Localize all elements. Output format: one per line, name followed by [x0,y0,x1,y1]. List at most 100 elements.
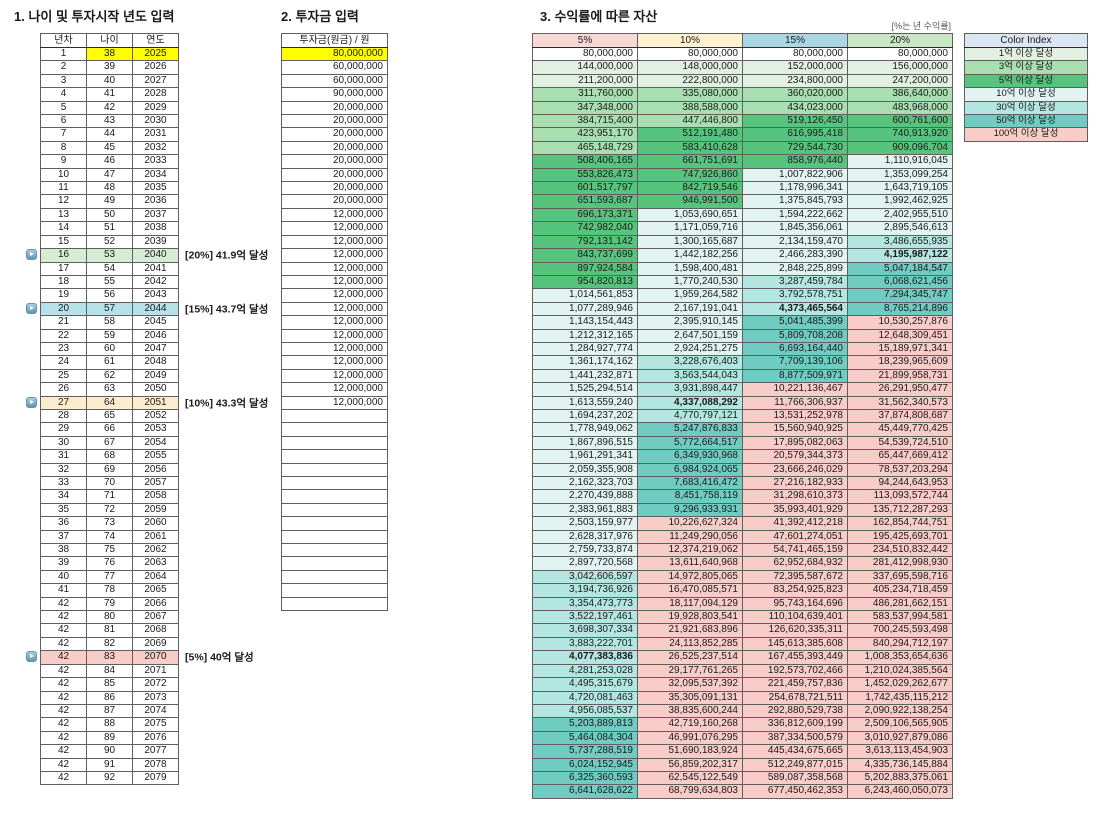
investment-cell[interactable]: 20,000,000 [281,140,388,156]
investment-cell[interactable] [281,583,388,598]
asset-cell[interactable]: 32,095,537,392 [637,677,743,692]
cell[interactable]: 10 [40,167,87,183]
asset-cell[interactable]: 2,090,922,138,254 [847,703,953,719]
cell[interactable]: 2063 [132,556,179,571]
cell[interactable]: 42 [40,770,87,786]
cell[interactable]: 91 [86,757,133,772]
investment-cell[interactable]: 12,000,000 [281,382,388,397]
cell[interactable]: 23 [40,341,87,357]
cell[interactable]: 26 [40,382,87,397]
cell[interactable]: 50 [86,207,133,223]
asset-cell[interactable]: 9,296,933,931 [637,502,743,518]
asset-cell[interactable]: 2,628,317,976 [532,529,638,545]
asset-cell[interactable]: 162,854,744,751 [847,516,953,531]
rate-column-header[interactable]: 10% [637,33,743,48]
asset-cell[interactable]: 3,883,222,701 [532,636,638,652]
asset-cell[interactable]: 110,104,639,401 [742,610,848,625]
asset-cell[interactable]: 7,709,139,106 [742,355,848,370]
cell[interactable]: 2070 [132,650,179,665]
cell[interactable]: 67 [86,435,133,451]
investment-cell[interactable]: 12,000,000 [281,328,388,343]
cell[interactable]: 2045 [132,315,179,330]
cell[interactable]: 92 [86,770,133,786]
investment-cell[interactable]: 60,000,000 [281,73,388,89]
cell[interactable]: 2076 [132,730,179,746]
asset-cell[interactable]: 954,820,813 [532,274,638,290]
asset-cell[interactable]: 4,195,987,122 [847,248,953,263]
cell[interactable]: 2075 [132,717,179,732]
asset-cell[interactable]: 2,509,106,565,905 [847,717,953,732]
cell[interactable]: 53 [86,248,133,263]
investment-cell[interactable]: 20,000,000 [281,100,388,116]
milestone-play-icon[interactable] [26,651,37,662]
cell[interactable]: 2051 [132,395,179,410]
cell[interactable]: 80 [86,610,133,625]
cell[interactable]: 2071 [132,663,179,679]
investment-cell[interactable]: 90,000,000 [281,87,388,102]
asset-cell[interactable]: 445,434,675,665 [742,744,848,759]
asset-cell[interactable]: 83,254,925,823 [742,583,848,598]
asset-cell[interactable]: 2,466,283,390 [742,248,848,263]
cell[interactable]: 90 [86,744,133,759]
asset-cell[interactable]: 1,210,024,385,564 [847,663,953,679]
asset-cell[interactable]: 17,895,082,063 [742,435,848,451]
asset-cell[interactable]: 3,010,927,879,086 [847,730,953,746]
asset-cell[interactable]: 3,194,736,926 [532,583,638,598]
asset-cell[interactable]: 254,678,721,511 [742,690,848,705]
investment-cell[interactable] [281,435,388,451]
asset-cell[interactable]: 6,325,360,593 [532,770,638,786]
milestone-play-icon[interactable] [26,397,37,408]
investment-cell[interactable]: 12,000,000 [281,207,388,223]
asset-cell[interactable]: 1,284,927,774 [532,341,638,357]
cell[interactable]: 8 [40,140,87,156]
rate-column-header[interactable]: 15% [742,33,848,48]
asset-cell[interactable]: 72,395,587,672 [742,569,848,585]
asset-cell[interactable]: 6,984,924,065 [637,462,743,478]
cell[interactable]: 2061 [132,529,179,545]
cell[interactable]: 2073 [132,690,179,705]
asset-cell[interactable]: 842,719,546 [637,181,743,196]
cell[interactable]: 40 [86,73,133,89]
asset-cell[interactable]: 234,510,832,442 [847,543,953,558]
cell[interactable]: 2065 [132,583,179,598]
asset-cell[interactable]: 4,077,383,836 [532,650,638,665]
cell[interactable]: 42 [86,100,133,116]
asset-cell[interactable]: 26,291,950,477 [847,382,953,397]
cell[interactable]: 73 [86,516,133,531]
asset-cell[interactable]: 221,459,757,836 [742,677,848,692]
cell[interactable]: 2079 [132,770,179,786]
asset-cell[interactable]: 1,178,996,341 [742,181,848,196]
asset-cell[interactable]: 56,859,202,317 [637,757,743,772]
investment-cell[interactable]: 12,000,000 [281,288,388,303]
cell[interactable]: 52 [86,234,133,250]
asset-cell[interactable]: 8,877,509,971 [742,368,848,384]
cell[interactable]: 41 [86,87,133,102]
investment-cell[interactable] [281,556,388,571]
asset-cell[interactable]: 65,447,669,412 [847,449,953,464]
cell[interactable]: 46 [86,154,133,169]
asset-cell[interactable]: 1,643,719,105 [847,181,953,196]
asset-cell[interactable]: 5,737,288,519 [532,744,638,759]
asset-cell[interactable]: 2,167,191,041 [637,301,743,317]
investment-cell[interactable]: 12,000,000 [281,261,388,276]
cell[interactable]: 44 [86,127,133,142]
cell[interactable]: 47 [86,167,133,183]
asset-cell[interactable]: 661,751,691 [637,154,743,169]
cell[interactable]: 2069 [132,636,179,652]
asset-cell[interactable]: 1,441,232,871 [532,368,638,384]
cell[interactable]: 16 [40,248,87,263]
cell[interactable]: 42 [40,744,87,759]
asset-cell[interactable]: 51,690,183,924 [637,744,743,759]
cell[interactable]: 89 [86,730,133,746]
asset-cell[interactable]: 21,899,958,731 [847,368,953,384]
asset-cell[interactable]: 1,594,222,662 [742,207,848,223]
cell[interactable]: 2031 [132,127,179,142]
asset-cell[interactable]: 3,522,197,461 [532,610,638,625]
cell[interactable]: 56 [86,288,133,303]
asset-cell[interactable]: 31,562,340,573 [847,395,953,410]
investment-cell[interactable]: 20,000,000 [281,194,388,209]
investment-cell[interactable]: 20,000,000 [281,154,388,169]
asset-cell[interactable]: 483,968,000 [847,100,953,116]
asset-cell[interactable]: 486,281,662,151 [847,596,953,612]
asset-cell[interactable]: 1,770,240,530 [637,274,743,290]
